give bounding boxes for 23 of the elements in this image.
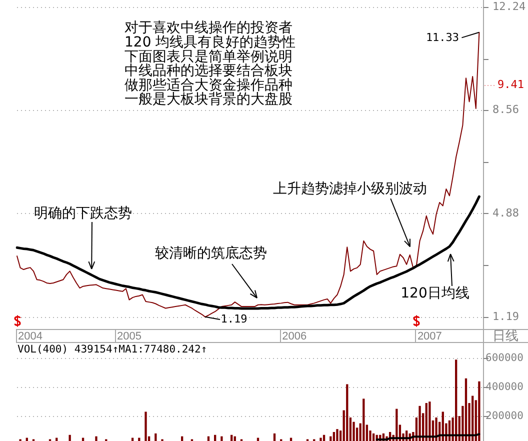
annotation: 明确的下跌态势 <box>34 206 132 222</box>
x-axis-title: 日线 <box>492 328 518 344</box>
y-tick-label: 8.56 <box>492 103 519 116</box>
y-tick-label: 1.19 <box>492 310 519 323</box>
annotation: 一般是大板块背景的大盘股 <box>124 92 292 108</box>
annotation: 120日均线 <box>400 286 470 302</box>
x-tick-label: 2005 <box>117 330 142 343</box>
y-tick-label: 600000 <box>486 352 524 364</box>
annotation: 上升趋势滤掉小级别波动 <box>273 181 427 198</box>
y-tick-label: 4.88 <box>492 206 519 220</box>
annotation: 较清晰的筑底态势 <box>155 246 267 262</box>
annotation: 下面图表只是简单举例说明 <box>124 48 292 65</box>
x-tick-label: 2004 <box>18 330 42 343</box>
annotation: 中线品种的选择要结合板块 <box>124 63 292 80</box>
annotation: 11.33 <box>426 30 460 44</box>
x-tick-label: 2007 <box>417 330 442 343</box>
x-tick-label: 2006 <box>282 330 307 343</box>
y-tick-label: 12.24 <box>492 0 526 13</box>
text: 9.41 <box>498 78 524 91</box>
annotation: 1.19 <box>220 312 248 326</box>
y-tick-label: 400000 <box>486 381 524 394</box>
y-tick-label: 200000 <box>486 410 524 422</box>
chart-title: VOL(400) 439154↑MA1:77480.242↑ <box>18 344 208 356</box>
